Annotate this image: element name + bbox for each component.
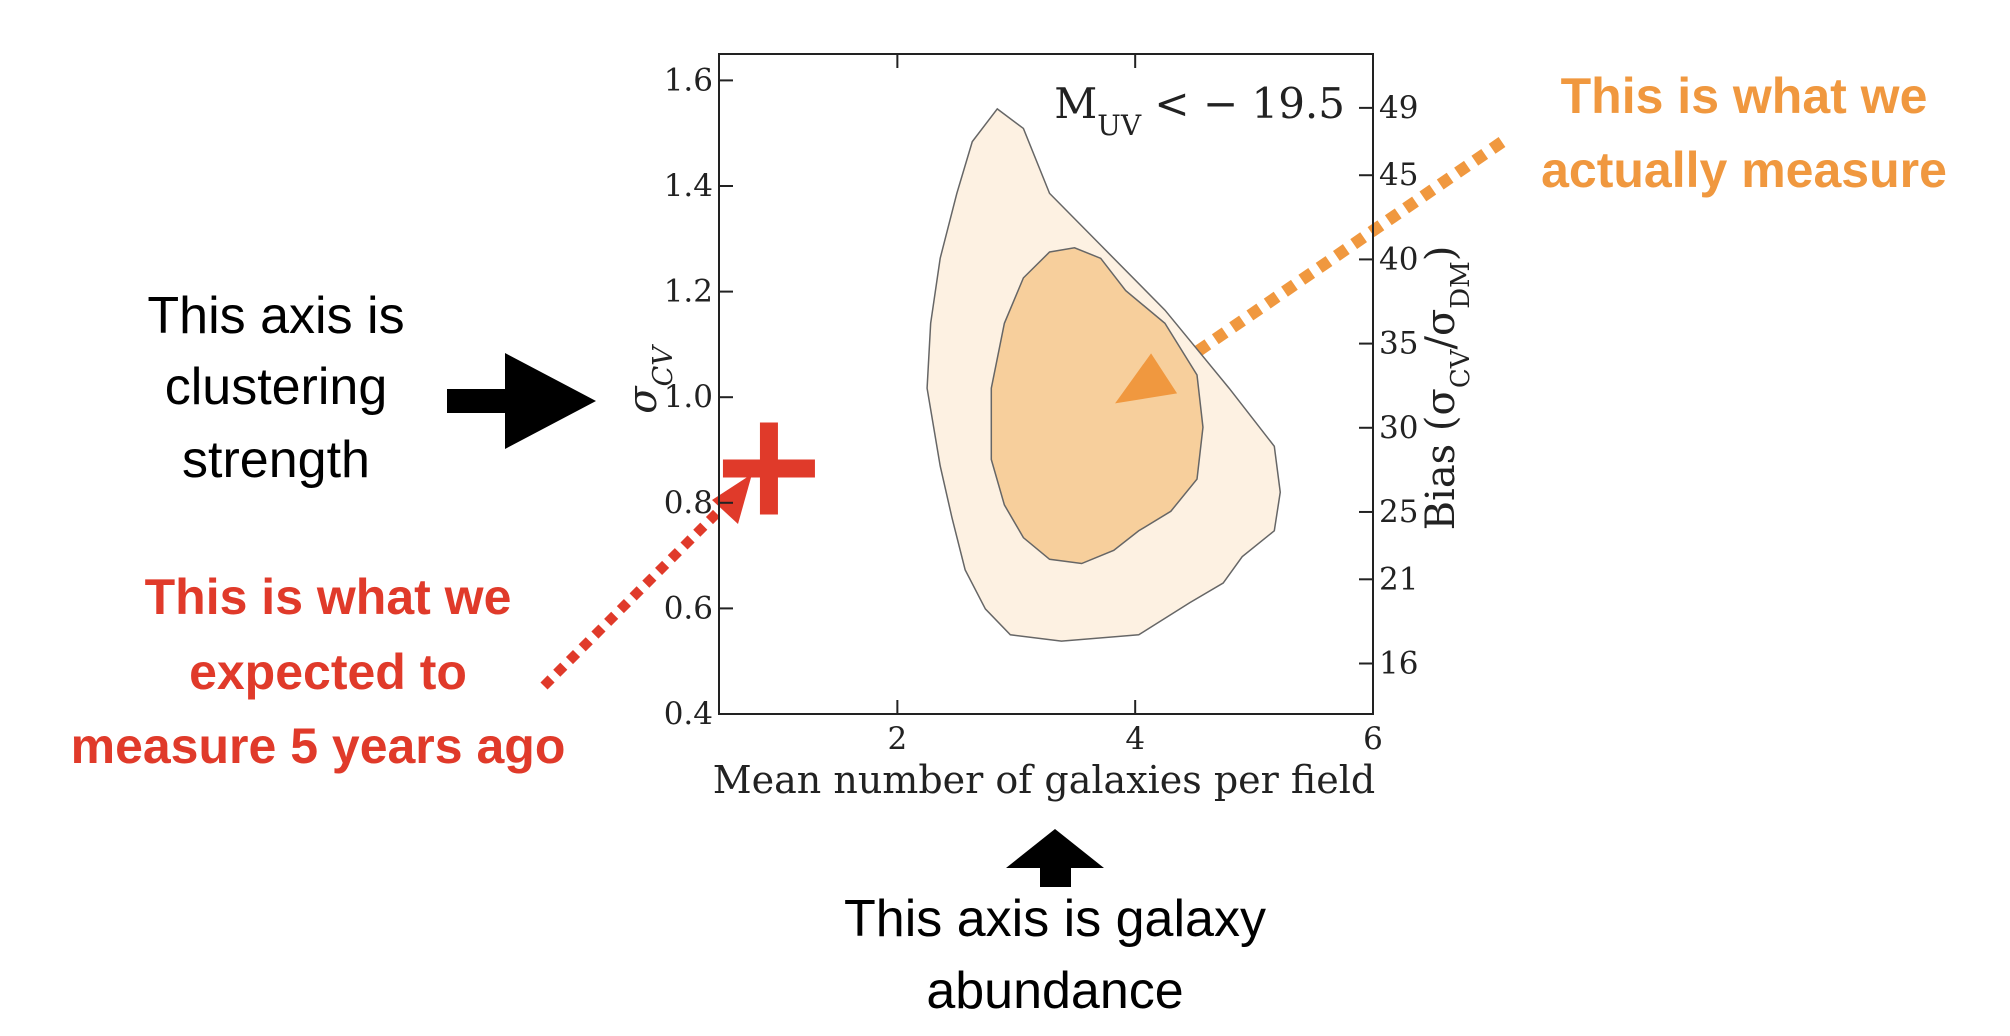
note: This axis is	[147, 287, 404, 345]
y2-tick-label: 45	[1379, 157, 1418, 193]
pointer	[540, 496, 734, 690]
y2-tick-label: 35	[1379, 326, 1418, 362]
contour-region	[990, 247, 1204, 565]
plot	[718, 53, 1374, 715]
marker	[1115, 353, 1178, 404]
y-tick-label: 1.2	[664, 274, 713, 310]
y2-tick-label: 49	[1379, 90, 1418, 126]
y-tick-label: 0.8	[664, 485, 713, 521]
x-tick-label: 4	[1125, 721, 1145, 757]
pointer	[1168, 137, 1506, 374]
y2-axis-label: Bias (σCV/σDM)	[1418, 246, 1476, 531]
y-tick-label: 1.6	[664, 62, 713, 98]
y-label-part: σ	[620, 385, 666, 414]
x-tick-label: 2	[887, 721, 907, 757]
y2-tick-label: 40	[1379, 241, 1418, 277]
y2-tick-label: 30	[1379, 410, 1418, 446]
note: This is what we	[145, 569, 512, 625]
note: abundance	[926, 962, 1183, 1020]
x-axis-label: Mean number of galaxies per field	[713, 758, 1375, 802]
y2-label-part: DM	[1446, 261, 1476, 308]
note: This axis is galaxy	[844, 890, 1266, 948]
y-axis-label: σCV	[620, 344, 679, 414]
marker	[722, 422, 815, 515]
arrow-head	[712, 474, 752, 524]
note: actually measure	[1541, 142, 1947, 198]
y2-tick-label: 21	[1379, 561, 1418, 597]
note: expected to	[189, 644, 467, 700]
y2-label-part: CV	[1446, 348, 1476, 388]
annotation: MUV < − 19.5	[1054, 79, 1345, 142]
y-tick-label: 1.0	[664, 379, 713, 415]
arrow	[1006, 829, 1104, 887]
annotation-part: M	[1054, 79, 1097, 128]
arrow	[447, 353, 596, 449]
x-tick-label: 6	[1363, 721, 1383, 757]
y-tick-label: 1.4	[664, 168, 713, 204]
annotation-part: UV	[1097, 109, 1142, 142]
y-tick-label: 0.6	[664, 590, 713, 626]
y2-tick-label: 16	[1379, 645, 1418, 681]
y2-tick-label: 25	[1379, 494, 1418, 530]
y-tick-label: 0.4	[664, 696, 713, 732]
y2-label-part: )	[1418, 246, 1464, 262]
note: clustering	[165, 358, 388, 416]
note: strength	[182, 431, 370, 489]
y2-label-part: Bias (σ	[1418, 388, 1464, 530]
plot-frame	[718, 53, 1374, 715]
note: This is what we	[1561, 68, 1928, 124]
y2-label-part: /σ	[1418, 309, 1464, 350]
y-label-part: CV	[648, 344, 679, 387]
annotation-part: < − 19.5	[1141, 79, 1345, 128]
note: measure 5 years ago	[71, 718, 566, 774]
